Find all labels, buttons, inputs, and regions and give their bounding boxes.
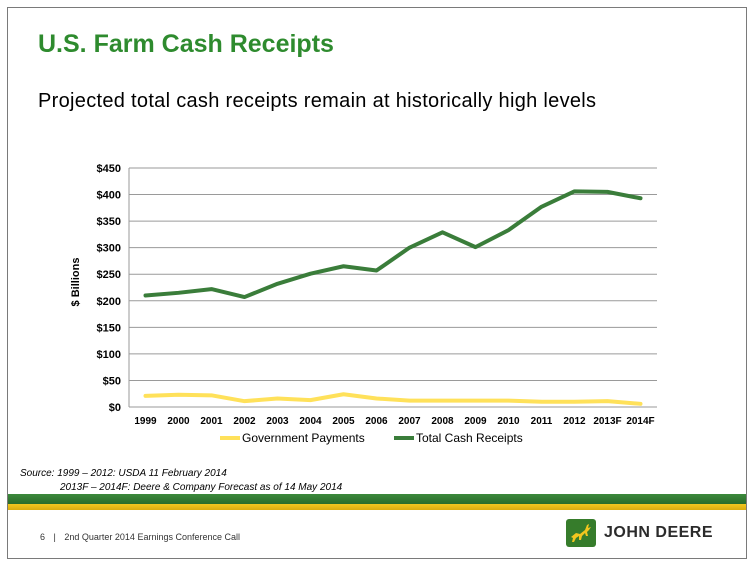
footer-band-yellow xyxy=(8,504,746,510)
x-tick-label: 2014F xyxy=(626,416,654,427)
x-axis-ticks: 1999 2000 2001 2002 2003 2004 2005 2006 2007 2008… xyxy=(134,416,654,427)
chart-gridlines xyxy=(128,167,657,408)
x-tick-label: 2012 xyxy=(563,416,586,427)
series-line-1 xyxy=(143,189,643,300)
x-tick-label: 2005 xyxy=(332,416,355,427)
y-tick-label: $200 xyxy=(97,296,121,308)
x-tick-label: 2013F xyxy=(593,416,621,427)
source-note: Source: 1999 – 2012: USDA 11 February 20… xyxy=(20,467,342,495)
source-line-2: 2013F – 2014F: Deere & Company Forecast … xyxy=(60,482,343,493)
y-tick-label: $300 xyxy=(97,243,121,255)
y-tick-label: $100 xyxy=(97,349,121,361)
legend-label: Total Cash Receipts xyxy=(416,431,523,445)
series-line-0 xyxy=(143,392,643,406)
y-tick-label: $0 xyxy=(109,402,121,414)
x-tick-label: 2004 xyxy=(299,416,322,427)
y-tick-label: $50 xyxy=(103,375,121,387)
x-tick-label: 1999 xyxy=(134,416,157,427)
x-tick-label: 2000 xyxy=(167,416,190,427)
x-tick-label: 2009 xyxy=(464,416,487,427)
x-tick-label: 2002 xyxy=(233,416,256,427)
john-deere-logo: JOHN DEERE xyxy=(566,518,713,548)
slide-frame xyxy=(7,7,747,559)
footer: 6 | 2nd Quarter 2014 Earnings Conference… xyxy=(40,532,240,542)
y-tick-label: $450 xyxy=(97,163,121,175)
x-tick-label: 2006 xyxy=(365,416,388,427)
page-number: 6 xyxy=(40,532,46,542)
x-tick-label: 2007 xyxy=(398,416,421,427)
footer-text: 2nd Quarter 2014 Earnings Conference Cal… xyxy=(64,532,240,542)
legend-label: Government Payments xyxy=(242,431,365,445)
slide-subtitle: Projected total cash receipts remain at … xyxy=(38,90,597,112)
deer-logo-icon xyxy=(566,519,596,547)
y-tick-label: $400 xyxy=(97,190,121,202)
footer-band-green xyxy=(8,494,746,504)
chart-legend: Government Payments Total Cash Receipts xyxy=(220,431,523,445)
y-axis-label: $ Billions xyxy=(70,258,82,307)
source-line-1: Source: 1999 – 2012: USDA 11 February 20… xyxy=(20,468,227,479)
y-axis-ticks: $0 $50 $100 $150 $200 $250 $300 $350 $400 $450 xyxy=(97,163,121,414)
chart-series xyxy=(143,189,643,406)
y-tick-label: $350 xyxy=(97,216,121,228)
slide-title: U.S. Farm Cash Receipts xyxy=(38,30,334,58)
x-tick-label: 2001 xyxy=(200,416,223,427)
footer-separator: | xyxy=(53,532,56,542)
logo-text: JOHN DEERE xyxy=(604,524,714,541)
x-tick-label: 2010 xyxy=(497,416,520,427)
x-tick-label: 2008 xyxy=(431,416,454,427)
y-tick-label: $150 xyxy=(97,322,121,334)
x-tick-label: 2011 xyxy=(531,416,553,427)
y-tick-label: $250 xyxy=(97,269,121,281)
x-tick-label: 2003 xyxy=(266,416,289,427)
